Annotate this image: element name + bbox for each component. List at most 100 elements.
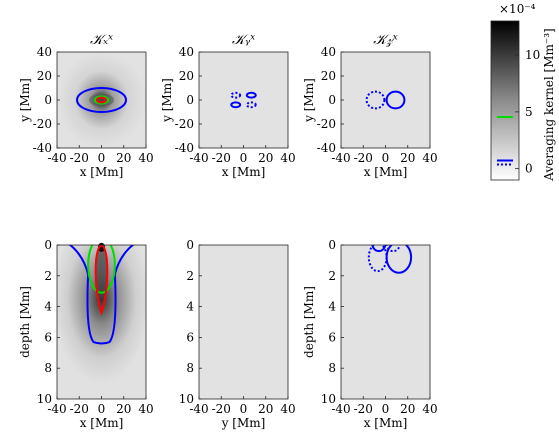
contours: [365, 90, 406, 110]
x-axis-label: x [Mm]: [80, 416, 124, 430]
x-tick-label: 0: [240, 151, 248, 165]
contour-line: [230, 101, 242, 109]
y-tick-label: 40: [179, 45, 194, 59]
x-tick-label: -40: [189, 151, 208, 165]
contour-line: [385, 90, 406, 110]
heatmap-core: [96, 246, 107, 299]
y-tick-label: 20: [179, 69, 194, 83]
y-tick-label: 8: [44, 361, 52, 375]
x-axis-label: x [Mm]: [80, 165, 124, 179]
x-axis-label: x [Mm]: [222, 165, 266, 179]
contour-line: [245, 101, 257, 109]
y-tick-label: 8: [186, 361, 194, 375]
y-tick-label: 10: [179, 392, 194, 406]
contours: [76, 87, 127, 113]
heatmap-core: [89, 93, 114, 107]
y-tick-label: -40: [175, 141, 194, 155]
x-tick-label: 40: [280, 151, 295, 165]
x-tick-label: 40: [422, 151, 437, 165]
y-tick-label: 6: [328, 330, 336, 344]
panel-top-right: -40 -20 0 20 40 40 20 0 -20 -40 x [Mm] y [Mm] 𝒦𝓏ˣ: [302, 32, 438, 179]
contours: [230, 91, 257, 109]
colorbar-label: Averaging kernel [Mm⁻³]: [542, 28, 556, 181]
y-tick-label: 20: [37, 69, 52, 83]
x-tick-label: 40: [280, 402, 295, 416]
x-tick-label: -40: [331, 151, 350, 165]
y-tick-label: 0: [44, 238, 52, 252]
x-tick-label: 0: [382, 402, 390, 416]
y-axis-label: y [Mm]: [18, 78, 32, 123]
x-tick-label: 20: [116, 402, 131, 416]
heatmap-background: [199, 245, 288, 399]
contour-line: [371, 245, 387, 253]
x-tick-label: 20: [258, 402, 273, 416]
y-tick-label: 0: [328, 93, 336, 107]
y-tick-label: 40: [321, 45, 336, 59]
x-tick-label: 20: [116, 151, 131, 165]
heatmap-background: [341, 52, 430, 148]
y-tick-label: 6: [186, 330, 194, 344]
y-axis-label: depth [Mm]: [302, 286, 316, 358]
x-tick-label: 0: [98, 151, 106, 165]
contour-line: [68, 245, 135, 345]
y-tick-label: 40: [37, 45, 52, 59]
y-tick-label: 0: [44, 93, 52, 107]
x-tick-label: 40: [138, 151, 153, 165]
y-tick-label: 20: [321, 69, 336, 83]
contour-line: [94, 245, 109, 316]
contour-line: [385, 245, 413, 274]
x-tick-label: 20: [400, 151, 415, 165]
colorbar-tick-label: 0: [525, 162, 533, 176]
x-axis-label: x [Mm]: [364, 165, 408, 179]
y-tick-label: 8: [328, 361, 336, 375]
x-tick-label: -20: [70, 151, 89, 165]
heatmap-background: [341, 245, 430, 399]
x-tick-label: -20: [70, 402, 89, 416]
panel-bottom-right: -40 -20 0 20 40 0 2 4 6 8 10 x [Mm] depth [Mm]: [302, 238, 438, 430]
x-tick-label: -20: [354, 151, 373, 165]
y-tick-label: -40: [33, 141, 52, 155]
heatmap-background: [199, 52, 288, 148]
y-tick-label: 4: [44, 300, 52, 314]
y-tick-label: 4: [328, 300, 336, 314]
contour-line: [230, 91, 242, 99]
x-tick-label: -40: [47, 151, 66, 165]
x-tick-label: 40: [422, 402, 437, 416]
contour-line: [76, 87, 127, 113]
y-tick-label: 0: [186, 93, 194, 107]
colorbar: 0 5 10 ×10⁻⁴ Averaging kernel [Mm⁻³]: [490, 2, 556, 182]
x-axis-label: x [Mm]: [364, 416, 408, 430]
x-tick-label: -20: [212, 151, 231, 165]
y-tick-label: 10: [37, 392, 52, 406]
x-tick-label: 40: [138, 402, 153, 416]
contour-line: [365, 90, 386, 110]
panel-title: 𝒦ₓˣ: [90, 32, 113, 48]
contour-line: [96, 96, 107, 104]
colorbar-tick-label: 5: [525, 105, 533, 119]
panel-title: 𝒦𝓏ˣ: [373, 32, 398, 48]
contours: [68, 245, 135, 345]
y-axis-label: y [Mm]: [302, 78, 316, 123]
y-tick-label: 4: [186, 300, 194, 314]
x-tick-label: 0: [98, 402, 106, 416]
y-axis-label: depth [Mm]: [18, 286, 32, 358]
panel-bottom-middle: -40 -20 0 20 40 0 2 4 6 8 10 y [Mm]: [179, 238, 296, 430]
y-tick-label: -20: [175, 117, 194, 131]
panel-top-middle: -40 -20 0 20 40 40 20 0 -20 -40 x [Mm] y [Mm] 𝒦ᵧˣ: [160, 32, 296, 179]
y-tick-label: 0: [186, 238, 194, 252]
x-tick-label: -20: [212, 402, 231, 416]
colorbar-scale-label: ×10⁻⁴: [499, 2, 536, 16]
y-tick-label: -20: [317, 117, 336, 131]
x-tick-label: -20: [354, 402, 373, 416]
y-axis-label: y [Mm]: [160, 78, 174, 123]
x-axis-label: y [Mm]: [221, 416, 266, 430]
contours: [367, 245, 413, 274]
x-tick-label: -40: [47, 402, 66, 416]
y-tick-label: -20: [33, 117, 52, 131]
contour-line: [87, 245, 116, 294]
y-tick-label: 6: [44, 330, 52, 344]
colorbar-gradient: [490, 20, 520, 181]
y-tick-label: -40: [317, 141, 336, 155]
panel-bottom-left: -40 -20 0 20 40 0 2 4 6 8 10 x [Mm] depth [Mm]: [18, 238, 154, 430]
